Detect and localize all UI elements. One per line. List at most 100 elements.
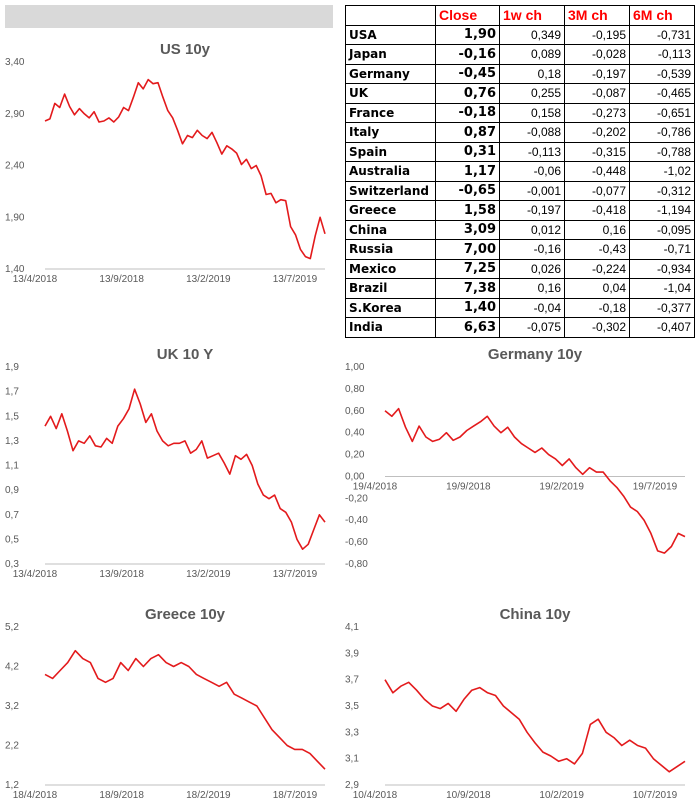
- y-tick-label: 1,40: [5, 264, 25, 275]
- y-tick-label: 3,3: [345, 727, 359, 738]
- y-tick-label: 3,9: [345, 648, 359, 659]
- header-bar: [5, 5, 333, 28]
- cell-6m-change: -0,377: [629, 297, 695, 318]
- y-tick-label: 2,9: [345, 780, 359, 791]
- table-row: Japan -0,16 0,089 -0,028 -0,113: [345, 44, 695, 65]
- cell-country: Mexico: [345, 258, 436, 279]
- y-tick-label: 1,3: [5, 436, 19, 447]
- cell-close: -0,16: [435, 44, 500, 65]
- cell-3m-change: -0,18: [564, 297, 630, 318]
- cell-country: China: [345, 219, 436, 240]
- cell-close: 6,63: [435, 317, 500, 338]
- cell-1w-change: -0,088: [499, 122, 565, 143]
- cell-6m-change: -1,02: [629, 161, 695, 182]
- cell-close: 0,31: [435, 141, 500, 162]
- y-tick-label: 1,5: [5, 411, 19, 422]
- cell-3m-change: -0,077: [564, 180, 630, 201]
- cell-6m-change: -0,731: [629, 24, 695, 45]
- cell-6m-change: -0,407: [629, 317, 695, 338]
- cell-country: S.Korea: [345, 297, 436, 318]
- cell-6m-change: -0,788: [629, 141, 695, 162]
- y-tick-label: 0,60: [345, 406, 365, 417]
- x-tick-label: 18/7/2019: [273, 790, 318, 801]
- cell-country: Germany: [345, 63, 436, 84]
- cell-1w-change: -0,113: [499, 141, 565, 162]
- x-tick-label: 10/7/2019: [633, 790, 678, 801]
- header-3m-change: 3M ch: [564, 5, 630, 26]
- cell-country: Italy: [345, 122, 436, 143]
- chart-greece-10y: Greece 10y 5,2 4,2 3,2 2,2 1,2 18/4/2018 18/9/2…: [5, 605, 335, 811]
- y-tick-label: 0,00: [345, 471, 365, 482]
- cell-6m-change: -0,651: [629, 102, 695, 123]
- cell-1w-change: 0,349: [499, 24, 565, 45]
- cell-3m-change: -0,43: [564, 239, 630, 260]
- header-close: Close: [435, 5, 500, 26]
- cell-3m-change: -0,202: [564, 122, 630, 143]
- table-row: Spain 0,31 -0,113 -0,315 -0,788: [345, 141, 695, 162]
- cell-6m-change: -0,71: [629, 239, 695, 260]
- header-blank: [345, 5, 436, 26]
- cell-1w-change: 0,255: [499, 83, 565, 104]
- header-6m-change: 6M ch: [629, 5, 695, 26]
- y-tick-label: 0,9: [5, 485, 19, 496]
- table-row: China 3,09 0,012 0,16 -0,095: [345, 219, 695, 240]
- table-row: Russia 7,00 -0,16 -0,43 -0,71: [345, 239, 695, 260]
- table-row: France -0,18 0,158 -0,273 -0,651: [345, 102, 695, 123]
- cell-3m-change: -0,302: [564, 317, 630, 338]
- y-tick-label: 2,40: [5, 161, 25, 172]
- chart-title: Greece 10y: [145, 606, 226, 623]
- y-tick-label: 1,00: [345, 362, 365, 373]
- x-tick-label: 13/9/2018: [99, 274, 144, 285]
- cell-1w-change: -0,04: [499, 297, 565, 318]
- cell-close: -0,65: [435, 180, 500, 201]
- x-tick-label: 10/2/2019: [539, 790, 584, 801]
- table-row: Brazil 7,38 0,16 0,04 -1,04: [345, 278, 695, 299]
- cell-3m-change: -0,448: [564, 161, 630, 182]
- y-tick-label: 5,2: [5, 622, 19, 633]
- y-tick-label: 3,5: [345, 701, 359, 712]
- chart-title: UK 10 Y: [157, 346, 213, 363]
- table-row: India 6,63 -0,075 -0,302 -0,407: [345, 317, 695, 338]
- x-tick-label: 19/2/2019: [539, 481, 584, 492]
- cell-6m-change: -0,095: [629, 219, 695, 240]
- cell-close: 1,17: [435, 161, 500, 182]
- cell-6m-change: -0,465: [629, 83, 695, 104]
- cell-1w-change: 0,16: [499, 278, 565, 299]
- cell-1w-change: -0,06: [499, 161, 565, 182]
- cell-1w-change: 0,089: [499, 44, 565, 65]
- x-tick-label: 13/4/2018: [13, 274, 58, 285]
- y-tick-label: 2,90: [5, 109, 25, 120]
- cell-1w-change: -0,197: [499, 200, 565, 221]
- chart-germany-10y: Germany 10y 1,00 0,80 0,60 0,40 0,20 0,00 -0,20…: [345, 345, 695, 590]
- y-tick-label: 3,1: [345, 754, 359, 765]
- cell-3m-change: -0,195: [564, 24, 630, 45]
- chart-us-10y: US 10y 3,40 2,90 2,40 1,90 1,40 13/4/2018 13/9/…: [5, 40, 335, 295]
- cell-close: -0,18: [435, 102, 500, 123]
- table-header-row: Close 1w ch 3M ch 6M ch: [345, 5, 695, 26]
- cell-3m-change: -0,087: [564, 83, 630, 104]
- cell-6m-change: -0,934: [629, 258, 695, 279]
- table-row: Greece 1,58 -0,197 -0,418 -1,194: [345, 200, 695, 221]
- y-tick-label: 1,1: [5, 461, 19, 472]
- x-tick-label: 18/2/2019: [186, 790, 231, 801]
- y-tick-label: 3,7: [345, 675, 359, 686]
- cell-3m-change: -0,273: [564, 102, 630, 123]
- cell-3m-change: -0,224: [564, 258, 630, 279]
- y-tick-label: 0,7: [5, 510, 19, 521]
- cell-close: 7,38: [435, 278, 500, 299]
- table-row: Australia 1,17 -0,06 -0,448 -1,02: [345, 161, 695, 182]
- table-row: USA 1,90 0,349 -0,195 -0,731: [345, 24, 695, 45]
- chart-title: Germany 10y: [488, 346, 583, 363]
- table-row: Switzerland -0,65 -0,001 -0,077 -0,312: [345, 180, 695, 201]
- cell-1w-change: -0,075: [499, 317, 565, 338]
- cell-6m-change: -0,113: [629, 44, 695, 65]
- cell-country: Japan: [345, 44, 436, 65]
- cell-1w-change: 0,158: [499, 102, 565, 123]
- x-tick-label: 10/4/2018: [353, 790, 398, 801]
- x-tick-label: 19/4/2018: [353, 481, 398, 492]
- header-1w-change: 1w ch: [499, 5, 565, 26]
- x-tick-label: 13/7/2019: [273, 569, 318, 580]
- bond-yields-table: Close 1w ch 3M ch 6M ch USA 1,90 0,349 -0,1…: [345, 5, 695, 338]
- table-row: UK 0,76 0,255 -0,087 -0,465: [345, 83, 695, 104]
- cell-3m-change: -0,315: [564, 141, 630, 162]
